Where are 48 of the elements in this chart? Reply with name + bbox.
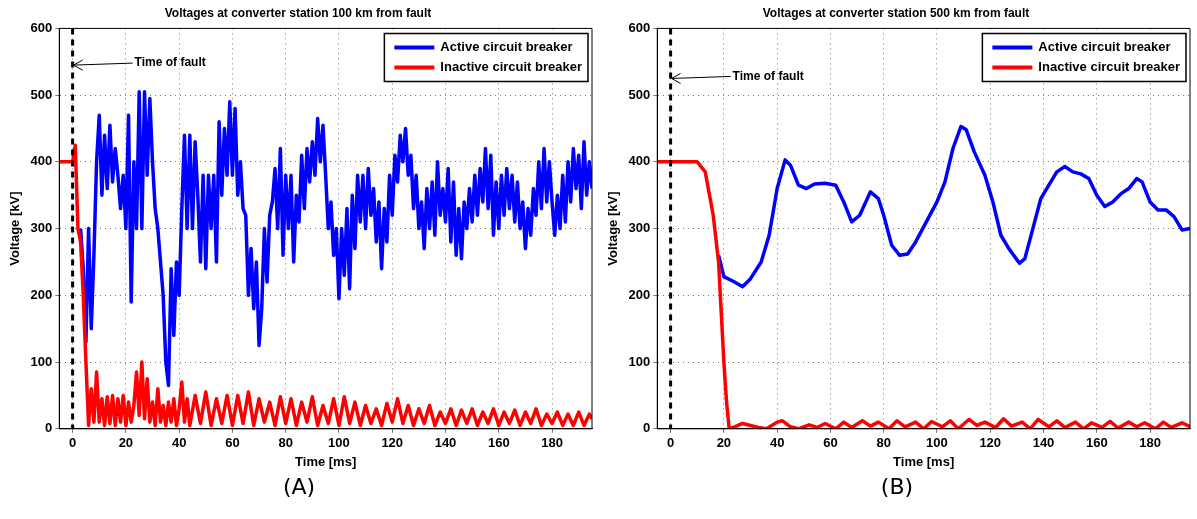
x-tick-label: 40 (171, 435, 187, 451)
x-tick-label: 0 (68, 435, 77, 451)
x-axis-title: Time [ms] (295, 453, 357, 469)
y-tick-label: 500 (30, 86, 53, 102)
x-tick-label: 120 (979, 435, 1002, 451)
x-tick-label: 180 (1139, 435, 1161, 451)
x-tick-label: 0 (666, 435, 675, 451)
legend-label: Active circuit breaker (1038, 38, 1171, 54)
x-tick-label: 20 (716, 435, 732, 451)
y-tick-label: 100 (30, 353, 53, 369)
text: (B) (879, 474, 915, 499)
x-tick-label: 140 (1032, 435, 1055, 451)
y-tick-label: 300 (30, 220, 53, 236)
x-tick-label: 60 (225, 435, 240, 451)
annotation: Time of fault (134, 55, 206, 70)
chart-title: Voltages at converter station 100 km from fault (164, 5, 432, 20)
y-tick-label: 100 (628, 353, 651, 369)
x-tick-label: 100 (328, 435, 350, 451)
legend-label: Inactive circuit breaker (440, 58, 583, 74)
chart-title: Voltages at converter station 500 km from fault (762, 5, 1030, 20)
y-tick-label: 400 (628, 153, 651, 169)
y-axis-title: Voltage [kV] (7, 191, 23, 266)
x-tick-label: 100 (926, 435, 948, 451)
x-tick-label: 40 (769, 435, 785, 451)
x-tick-label: 60 (823, 435, 838, 451)
x-tick-label: 160 (487, 435, 510, 451)
x-tick-label: 120 (381, 435, 404, 451)
x-tick-label: 140 (434, 435, 457, 451)
x-tick-label: 160 (1085, 435, 1108, 451)
y-tick-label: 600 (30, 19, 53, 35)
x-axis-title: Time [ms] (893, 453, 955, 469)
legend-label: Active circuit breaker (440, 38, 573, 54)
y-tick-label: 400 (30, 153, 53, 169)
x-tick-label: 20 (118, 435, 134, 451)
y-tick-label: 500 (628, 86, 651, 102)
annotation: Time of fault (732, 68, 804, 83)
x-tick-label: 180 (541, 435, 563, 451)
y-tick-label: 0 (643, 420, 651, 436)
y-tick-label: 200 (30, 286, 53, 302)
y-tick-label: 0 (45, 420, 53, 436)
y-tick-label: 300 (628, 220, 651, 236)
y-tick-label: 600 (628, 19, 651, 35)
y-tick-label: 200 (628, 286, 651, 302)
x-tick-label: 80 (876, 435, 891, 451)
text: (A) (281, 474, 317, 499)
legend-label: Inactive circuit breaker (1038, 58, 1181, 74)
y-axis-title: Voltage [kV] (605, 191, 621, 266)
x-tick-label: 80 (278, 435, 293, 451)
